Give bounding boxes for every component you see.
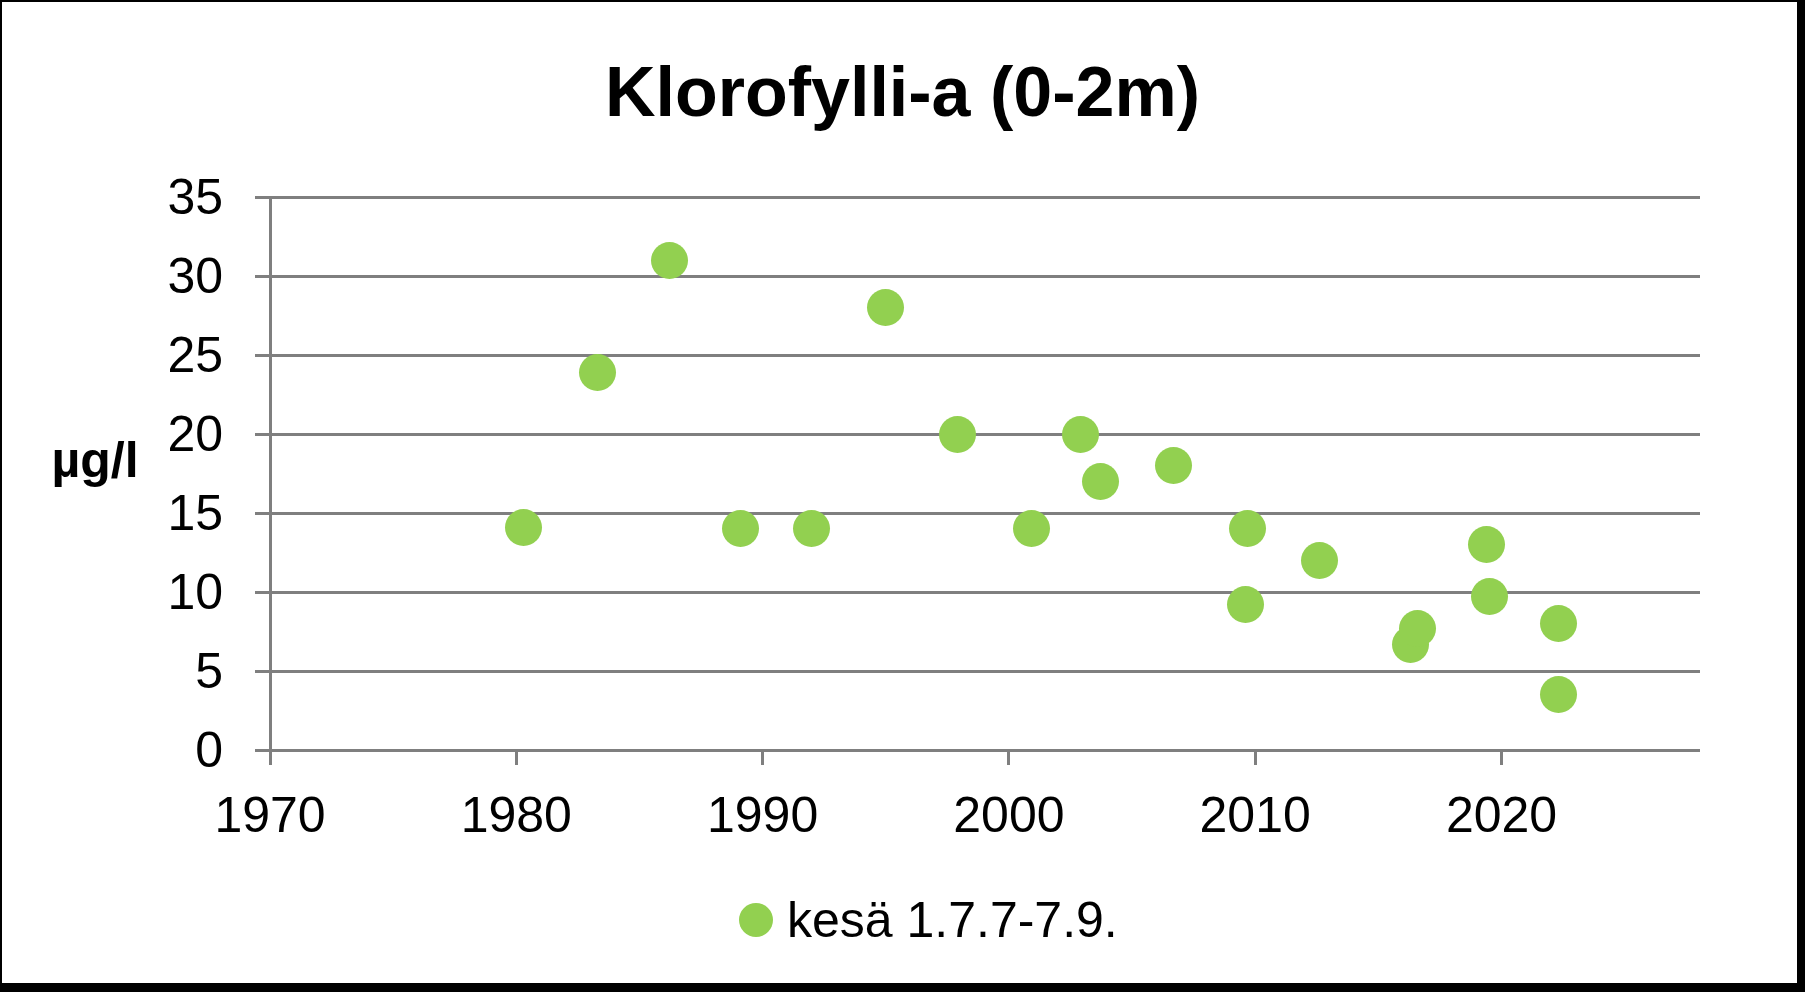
gridline: [255, 512, 1700, 515]
x-tick-label: 2020: [1402, 790, 1602, 840]
x-axis-tick: [1254, 750, 1257, 765]
x-tick-label: 2000: [909, 790, 1109, 840]
y-tick-label: 25: [103, 330, 223, 380]
data-point: [1468, 526, 1505, 563]
gridline: [255, 670, 1700, 673]
data-point: [1540, 676, 1577, 713]
legend-label: kesä 1.7.7-7.9.: [787, 895, 1118, 945]
data-point: [1399, 610, 1436, 647]
y-tick-label: 5: [103, 646, 223, 696]
y-tick-label: 30: [103, 251, 223, 301]
y-tick-label: 35: [103, 172, 223, 222]
data-point: [1301, 542, 1338, 579]
data-point: [1062, 416, 1099, 453]
data-point: [1229, 510, 1266, 547]
x-tick-label: 2010: [1155, 790, 1355, 840]
y-tick-label: 0: [103, 725, 223, 775]
chart-title: Klorofylli-a (0-2m): [0, 52, 1805, 132]
x-axis-tick: [515, 750, 518, 765]
x-axis-tick: [1007, 750, 1010, 765]
data-point: [722, 510, 759, 547]
x-axis-tick: [761, 750, 764, 765]
data-point: [1155, 447, 1192, 484]
data-point: [939, 416, 976, 453]
gridline: [255, 196, 1700, 199]
data-point: [1540, 605, 1577, 642]
y-tick-label: 10: [103, 567, 223, 617]
gridline: [255, 354, 1700, 357]
x-axis-tick: [1500, 750, 1503, 765]
y-tick-label: 15: [103, 488, 223, 538]
data-point: [579, 354, 616, 391]
legend-marker-icon: [739, 903, 773, 937]
y-axis-line: [269, 197, 272, 765]
x-tick-label: 1990: [663, 790, 863, 840]
data-point: [1471, 578, 1508, 615]
data-point: [505, 509, 542, 546]
x-tick-label: 1970: [170, 790, 370, 840]
data-point: [651, 242, 688, 279]
data-point: [1013, 510, 1050, 547]
y-tick-label: 20: [103, 409, 223, 459]
gridline: [255, 275, 1700, 278]
x-tick-label: 1980: [416, 790, 616, 840]
data-point: [867, 289, 904, 326]
chart: Klorofylli-a (0-2m) µg/l 051015202530351…: [0, 0, 1805, 992]
data-point: [1227, 586, 1264, 623]
data-point: [793, 510, 830, 547]
gridline: [255, 433, 1700, 436]
x-axis-line: [255, 749, 1700, 752]
data-point: [1082, 463, 1119, 500]
